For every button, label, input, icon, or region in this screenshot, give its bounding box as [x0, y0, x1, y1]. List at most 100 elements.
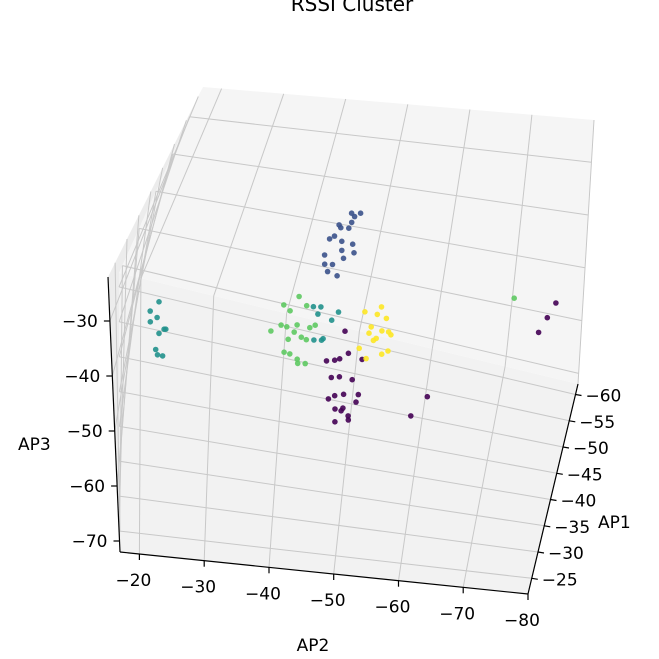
x-gridline-wall [119, 238, 128, 497]
x-tick-label: −40 [561, 492, 597, 512]
scatter-point [328, 374, 335, 381]
z-gridline-left [119, 265, 123, 542]
scatter-point [294, 356, 301, 363]
scatter-point [349, 241, 356, 247]
z-gridline-back [172, 153, 589, 216]
scatter-point [336, 356, 343, 362]
scatter-point [383, 315, 390, 322]
scatter-point [553, 300, 559, 306]
scatter-point [334, 273, 340, 279]
scatter-points [147, 210, 559, 425]
scatter-point [368, 324, 375, 330]
scatter-point [318, 304, 324, 310]
y-tick-label: −60 [375, 598, 411, 618]
scatter-point [321, 261, 328, 268]
x-gridline-floor [119, 460, 545, 527]
scatter-point [535, 329, 542, 336]
scatter-point [332, 406, 338, 412]
scatter-point [302, 360, 309, 367]
x-gridline-floor [119, 391, 557, 474]
scatter-point [298, 334, 305, 341]
y-tick-label: −80 [504, 611, 540, 631]
x-tick-mark [569, 420, 576, 423]
scatter-point [340, 405, 346, 411]
scatter-point [338, 224, 344, 231]
y-tick-label: −70 [439, 604, 475, 624]
x-gridline-floor [119, 321, 570, 422]
scatter-point [296, 293, 302, 300]
scatter-point [374, 311, 381, 318]
scatter-point [147, 319, 154, 325]
x-axis-label: AP1 [598, 513, 631, 533]
z-axis-label: AP3 [18, 435, 51, 455]
grid-lines [109, 88, 595, 595]
scatter-point [378, 304, 385, 310]
scatter-point [278, 322, 284, 328]
y-axis-line [119, 551, 529, 595]
scatter-point [307, 324, 313, 331]
scatter-point [544, 314, 551, 321]
scatter-point [339, 238, 345, 245]
y-gridline-wall [286, 98, 347, 314]
scatter-point [340, 255, 347, 262]
scatter-point [154, 352, 161, 358]
y-tick-labels: −20 −30 −40 −50 −60 −70 −80 [115, 554, 540, 631]
x-tick-mark [531, 577, 538, 580]
scatter-point [268, 328, 274, 334]
scatter-point [159, 353, 166, 359]
scatter-point [311, 337, 317, 343]
scatter-point [353, 399, 359, 405]
axis-lines [107, 276, 579, 595]
scatter-point [281, 302, 287, 308]
z-gridline-back [155, 190, 586, 269]
x-tick-mark [556, 472, 563, 475]
z-tick-label: −60 [69, 477, 105, 497]
scatter-point [424, 393, 431, 400]
scatter-point [331, 357, 338, 364]
scatter-point [385, 348, 391, 354]
x-tick-label: −50 [573, 439, 609, 459]
z-tick-label: −30 [62, 312, 98, 332]
y-gridline-floor [268, 313, 288, 568]
scatter-point [323, 358, 330, 364]
y-gridline-floor [462, 366, 506, 588]
z-tick-labels: −30 −40 −50 −60 −70 [62, 312, 120, 552]
scatter-point [325, 396, 332, 402]
scatter-point [356, 345, 363, 352]
z-tick-label: −50 [67, 422, 103, 442]
x-tick-mark [544, 525, 551, 528]
scatter-point [156, 299, 162, 305]
scatter-point [335, 309, 342, 315]
z-gridline-left [109, 116, 191, 322]
z-gridline-back [139, 227, 582, 322]
scatter-point [385, 329, 392, 335]
y-gridline-floor [333, 331, 360, 575]
scatter-point [287, 351, 293, 357]
scatter-point [287, 308, 293, 314]
scatter-point [357, 210, 364, 216]
scatter-point [294, 322, 300, 328]
y-gridline-wall [140, 88, 223, 279]
x-gridline-floor [119, 495, 539, 553]
scatter-point [362, 309, 368, 315]
x-tick-mark [575, 393, 582, 397]
z-gridline-left [111, 153, 174, 377]
z-gridline-left [114, 191, 157, 432]
scatter-point [351, 250, 357, 256]
scatter-point [370, 337, 377, 344]
y-gridline-wall [577, 119, 595, 385]
chart-title: RSSI Cluster [291, 0, 414, 16]
x-tick-label: −60 [586, 387, 622, 407]
back-wall-pane [119, 87, 594, 384]
y-tick-label: −40 [245, 584, 281, 604]
x-tick-mark [537, 551, 545, 554]
scatter-point [310, 303, 317, 310]
scatter-point [315, 311, 321, 317]
x-axis-line [527, 383, 579, 595]
y-tick-label: −30 [180, 578, 216, 598]
scatter-point [355, 391, 362, 398]
scatter-point [154, 314, 160, 321]
x-gridline-floor [119, 356, 564, 448]
y-gridline-wall [504, 114, 533, 367]
scatter-point [284, 324, 290, 330]
